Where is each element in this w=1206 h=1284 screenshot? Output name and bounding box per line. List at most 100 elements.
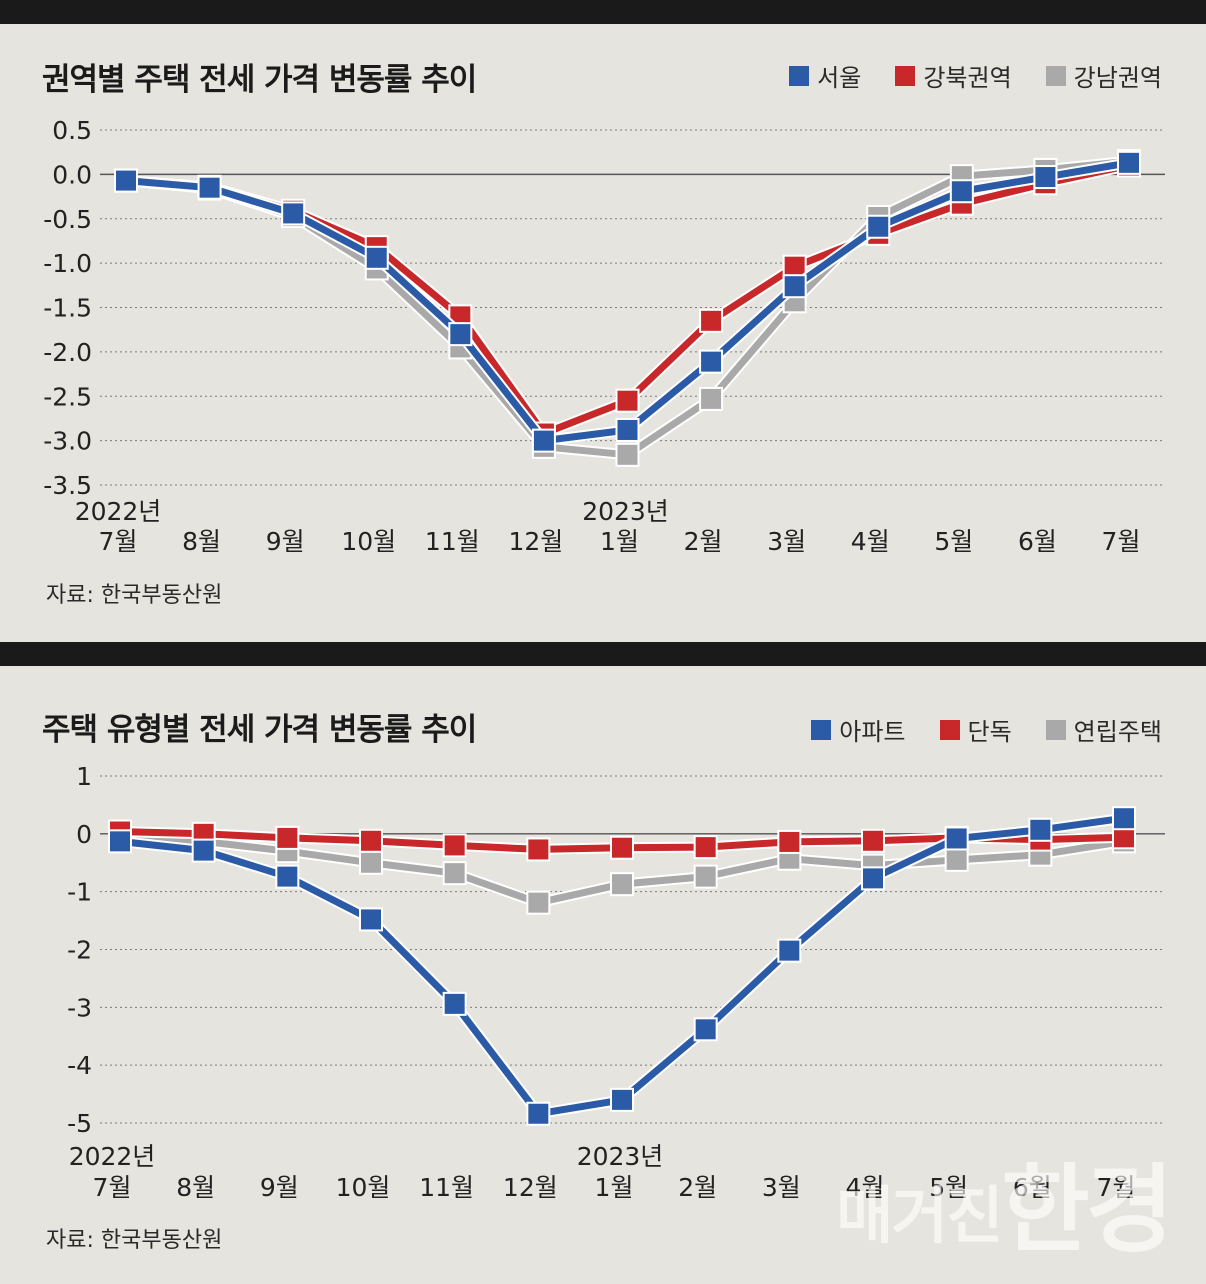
data-point (784, 256, 805, 277)
y-tick-label: -3.5 (43, 471, 92, 500)
data-point (110, 831, 130, 852)
x-tick-label: 7월 (99, 527, 138, 556)
x-tick-label: 7월 (1097, 1173, 1136, 1202)
legend-item-apartment: 아파트 (811, 712, 906, 747)
y-tick-label: -2.5 (43, 382, 92, 411)
y-tick-label: -5 (67, 1109, 92, 1138)
legend-label: 연립주택 (1073, 718, 1162, 746)
x-tick-label: 12월 (509, 527, 564, 556)
legend-item-detached: 단독 (939, 712, 1012, 747)
y-tick-label: -4 (67, 1051, 92, 1080)
data-point (444, 835, 465, 856)
x-tick-label: 1월 (600, 527, 639, 556)
panel-top-bar (0, 642, 1206, 666)
data-point (444, 863, 465, 884)
data-point (612, 874, 632, 895)
data-point (361, 852, 381, 873)
x-tick-label: 11월 (419, 1173, 474, 1202)
legend-item-gangbuk: 강북권역 (895, 58, 1012, 93)
data-point (868, 216, 889, 237)
data-point (366, 247, 387, 268)
data-point (528, 839, 549, 860)
y-tick-label: -0.5 (43, 205, 92, 234)
x-tick-label: 12월 (503, 1173, 558, 1202)
x-tick-label: 2월 (678, 1173, 717, 1202)
legend-swatch-red (939, 719, 960, 740)
y-tick-label: -1 (67, 878, 92, 907)
y-tick-label: 0.0 (52, 160, 92, 189)
x-tick-label: 4월 (851, 527, 890, 556)
data-point (193, 840, 214, 861)
chart-panel-housing-type: 주택 유형별 전세 가격 변동률 추이 아파트 단독 연립주택 1 0 -1 -2 -3… (0, 642, 1206, 1284)
x-tick-label: 9월 (266, 527, 305, 556)
y-tick-label: -2.0 (43, 338, 92, 367)
line-chart-regional: 0.50.0-0.5-1.0-1.5-2.0-2.5-3.0-3.57월 8월 9월… (43, 116, 1165, 556)
data-point (528, 1103, 549, 1124)
data-point (528, 892, 549, 913)
year-label-2023: 2023년 (577, 1142, 664, 1171)
data-point (277, 827, 298, 848)
y-tick-label: 0.5 (52, 116, 92, 145)
legend-label: 서울 (817, 64, 862, 92)
data-point (946, 828, 967, 849)
legend-item-seoul: 서울 (789, 58, 861, 93)
source-note: 자료: 한국부동산원 (46, 583, 223, 608)
data-point (612, 1089, 632, 1110)
x-tick-label: 1월 (595, 1173, 634, 1202)
x-tick-label: 9월 (260, 1173, 299, 1202)
data-point (199, 177, 220, 198)
data-point (361, 830, 381, 851)
data-point (951, 181, 972, 202)
x-tick-label: 7월 (93, 1173, 132, 1202)
x-tick-label: 10월 (336, 1173, 391, 1202)
x-tick-label: 8월 (176, 1173, 215, 1202)
data-point (701, 351, 722, 372)
data-point (612, 837, 632, 858)
legend-label: 강북권역 (923, 64, 1012, 92)
year-label-2022: 2022년 (75, 497, 162, 526)
chart-title: 권역별 주택 전세 가격 변동률 추이 (42, 62, 477, 98)
data-point (533, 430, 554, 451)
data-point (863, 830, 883, 851)
legend-label: 아파트 (839, 718, 906, 746)
chart-title: 주택 유형별 전세 가격 변동률 추이 (42, 712, 477, 748)
data-point (283, 203, 304, 224)
x-tick-label: 2월 (684, 527, 723, 556)
data-point (695, 1019, 716, 1040)
data-point (1030, 819, 1051, 840)
watermark-logo: 매거진한경 (836, 1153, 1174, 1266)
data-point (277, 866, 298, 887)
data-point (617, 444, 638, 465)
legend-swatch-blue (811, 719, 832, 740)
data-point (116, 170, 136, 191)
chart-legend: 서울 강북권역 강남권역 (789, 58, 1162, 93)
data-point (1114, 808, 1134, 829)
chart-panel-regional: 권역별 주택 전세 가격 변동률 추이 서울 강북권역 강남권역 0.5 0.0 -… (0, 0, 1206, 642)
y-tick-label: -3.0 (43, 427, 92, 456)
x-tick-label: 6월 (1018, 527, 1057, 556)
data-point (450, 324, 471, 345)
legend-label: 단독 (967, 718, 1012, 746)
data-point (695, 866, 716, 887)
data-point (450, 306, 471, 327)
y-tick-label: -2 (67, 936, 92, 965)
legend-label: 강남권역 (1073, 64, 1162, 92)
y-tick-label: -1.5 (43, 294, 92, 323)
line-chart-housing-type: 1 0 -1 -2 -3 -4 -5 7월 8월 9월 10월 11월 12월 1월 2월 3월 4월 5월 6월 7… (67, 762, 1165, 1202)
data-point (1114, 827, 1134, 848)
data-point (779, 940, 800, 961)
panel-top-bar (0, 0, 1206, 24)
data-point (617, 419, 638, 440)
year-label-2022: 2022년 (69, 1142, 156, 1171)
legend-swatch-red (895, 65, 916, 86)
legend-swatch-gray (1045, 65, 1066, 86)
data-point (695, 837, 716, 858)
x-tick-label: 4월 (846, 1173, 885, 1202)
x-tick-label: 3월 (767, 527, 806, 556)
data-point (701, 388, 722, 409)
source-note: 자료: 한국부동산원 (46, 1228, 223, 1253)
x-tick-label: 5월 (934, 527, 973, 556)
data-point (946, 849, 967, 870)
x-tick-label: 3월 (762, 1173, 801, 1202)
data-point (779, 831, 800, 852)
